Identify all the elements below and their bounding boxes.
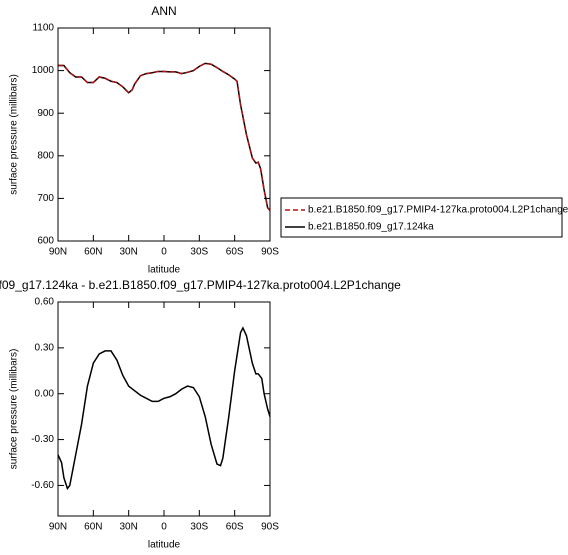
x-tick-label: 30S	[190, 522, 208, 533]
y-tick-label: 600	[37, 236, 54, 247]
x-tick-label: 30N	[119, 247, 137, 258]
legend-label: b.e21.B1850.f09_g17.124ka	[308, 222, 434, 233]
y-tick-label: 700	[37, 193, 54, 204]
plot-frame	[57, 301, 271, 517]
x-tick-label: 30S	[190, 247, 208, 258]
y-tick-label: 900	[37, 108, 54, 119]
x-tick-label: 90S	[261, 522, 279, 533]
line-series	[58, 62, 271, 211]
y-axis-label: surface pressure (millibars)	[9, 349, 20, 470]
x-axis-label: latitude	[148, 540, 181, 551]
line-series	[58, 62, 271, 211]
x-tick-label: 60N	[84, 522, 102, 533]
y-tick-label: 0.00	[35, 388, 55, 399]
legend-label: b.e21.B1850.f09_g17.PMIP4-127ka.proto004…	[308, 205, 568, 216]
y-tick-label: -0.30	[31, 434, 54, 445]
x-tick-label: 90S	[261, 247, 279, 258]
line-series	[57, 326, 271, 491]
x-tick-label: 60S	[226, 247, 244, 258]
x-axis-label: latitude	[148, 265, 181, 276]
y-tick-label: -0.60	[31, 480, 54, 491]
chart-title: b.e21.B1850.f09_g17.124ka - b.e21.B1850.…	[0, 278, 401, 292]
y-tick-label: 0.60	[35, 297, 55, 308]
y-tick-label: 1100	[32, 23, 54, 34]
legend-box	[280, 197, 563, 238]
x-tick-label: 30N	[119, 522, 137, 533]
chart-title: ANN	[151, 4, 176, 18]
y-axis-label: surface pressure (millibars)	[9, 74, 20, 195]
x-tick-label: 60N	[84, 247, 102, 258]
x-tick-label: 0	[161, 247, 167, 258]
x-tick-label: 90N	[49, 522, 67, 533]
plot-frame	[57, 27, 271, 242]
y-tick-label: 800	[37, 150, 54, 161]
x-tick-label: 90N	[49, 247, 67, 258]
x-tick-label: 60S	[226, 522, 244, 533]
x-tick-label: 0	[161, 522, 167, 533]
y-tick-label: 0.30	[35, 342, 55, 353]
y-tick-label: 1000	[32, 65, 55, 76]
